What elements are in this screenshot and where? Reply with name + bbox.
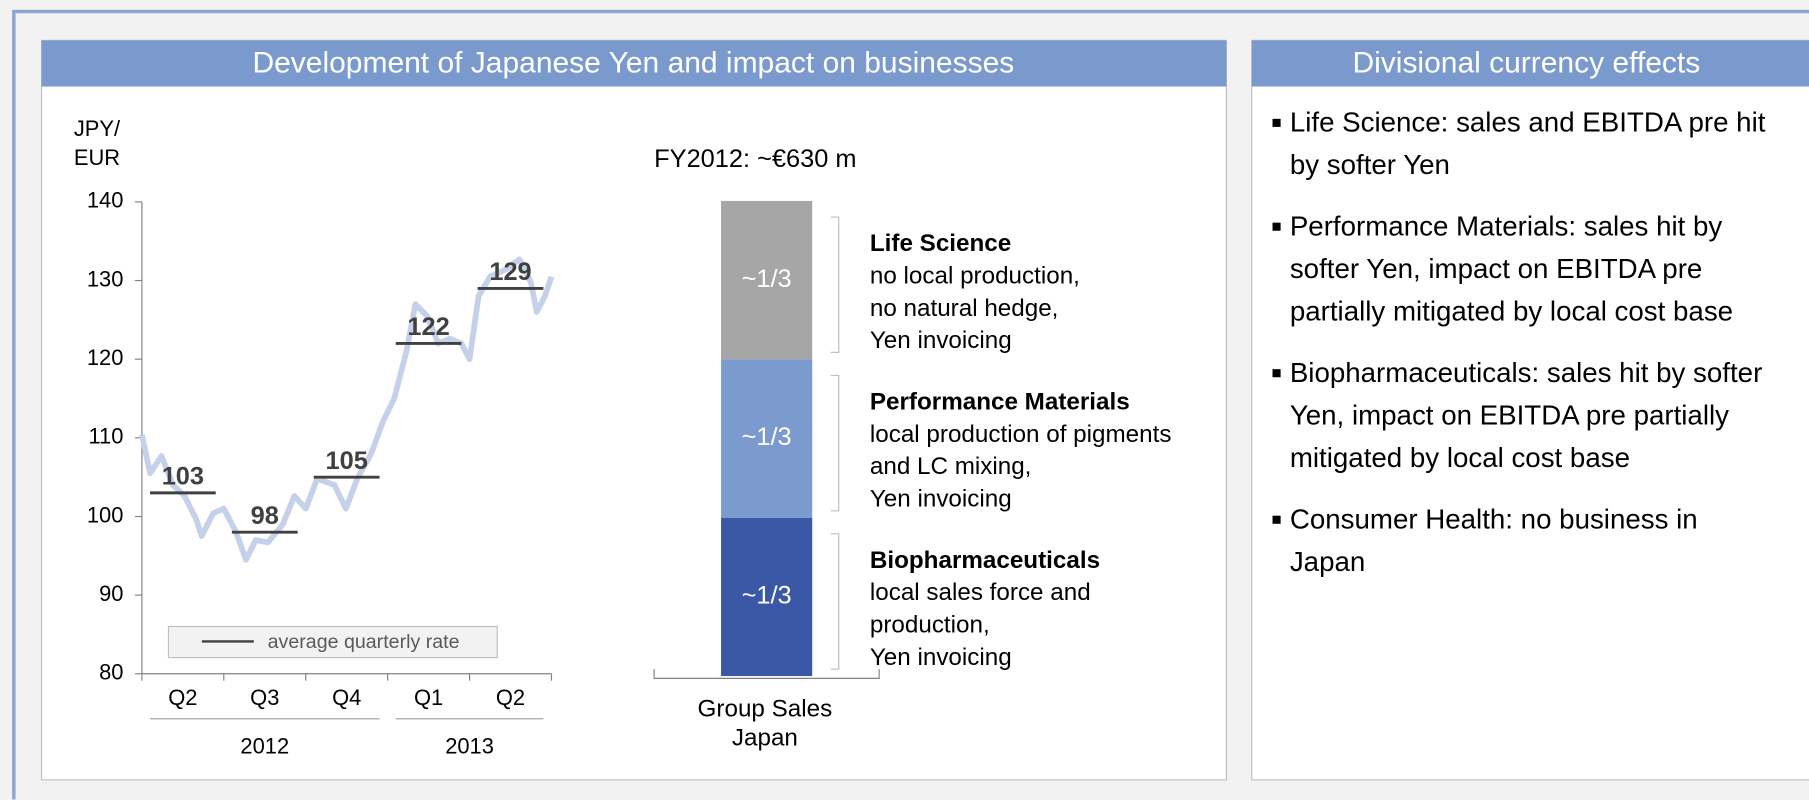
average-label: 129 (489, 258, 531, 286)
segment-description: Yen invoicing (870, 327, 1012, 354)
bar-segment (721, 200, 813, 360)
rate-line (139, 256, 555, 563)
segment-description: and LC mixing, (870, 453, 1032, 480)
segment-name: Life Science (870, 230, 1011, 257)
legend-label: average quarterly rate (268, 631, 460, 653)
left-title: Development of Japanese Yen and impact o… (252, 47, 1014, 80)
average-label: 122 (407, 313, 449, 341)
right-title: Divisional currency effects (1352, 47, 1700, 80)
average-label: 105 (326, 447, 368, 475)
bracket (830, 533, 840, 670)
x-tick-label: Q1 (414, 685, 443, 710)
x-tick-label: Q2 (168, 685, 197, 710)
average-label: 98 (251, 502, 279, 530)
bullet: Life Science: sales and EBITDA pre hit b… (1269, 102, 1777, 187)
x-tick-label: Q2 (496, 685, 525, 710)
segment-name: Biopharmaceuticals (870, 547, 1100, 574)
y-tick-label: 120 (87, 345, 124, 370)
y-tick-label: 130 (87, 266, 124, 291)
bracket (830, 216, 840, 353)
segment-name: Performance Materials (870, 389, 1130, 416)
year-label: 2013 (445, 733, 494, 758)
y-axis-label: JPY/ EUR (73, 117, 121, 171)
x-tick-label: Q4 (332, 685, 361, 710)
y-tick-label: 140 (87, 188, 124, 213)
segment-label: ~1/3 (742, 265, 792, 293)
right-panel (1251, 39, 1809, 781)
bullet: Biopharmaceuticals: sales hit by softer … (1269, 352, 1777, 480)
y-tick-label: 80 (99, 660, 123, 685)
segment-description: production, (870, 612, 990, 639)
bar-title: FY2012: ~€630 m (654, 145, 856, 173)
left-header (41, 40, 1227, 87)
segment-description: Yen invoicing (870, 485, 1012, 512)
bullet: Performance Materials: sales hit by soft… (1269, 205, 1777, 333)
bar-segment (721, 517, 813, 677)
segment-description: local production of pigments (870, 421, 1172, 448)
bar-category: Group Sales Japan (697, 695, 833, 752)
bullet-list: Life Science: sales and EBITDA pre hit b… (1269, 102, 1777, 603)
average-label: 103 (162, 463, 204, 491)
bracket (830, 374, 840, 512)
y-tick-label: 110 (89, 424, 124, 449)
x-tick-label: Q3 (250, 685, 279, 710)
segment-label: ~1/3 (742, 582, 792, 610)
segment-label: ~1/3 (742, 423, 792, 451)
y-tick-label: 100 (87, 502, 124, 527)
year-label: 2012 (240, 733, 289, 758)
segment-description: no natural hedge, (870, 295, 1059, 322)
segment-description: no local production, (870, 262, 1080, 289)
segment-description: local sales force and (870, 579, 1091, 606)
bar-segment (721, 359, 813, 518)
bullet: Consumer Health: no business in Japan (1269, 498, 1777, 583)
bar-baseline (653, 669, 880, 679)
y-tick-label: 90 (99, 581, 123, 606)
right-header (1251, 40, 1809, 87)
segment-description: Yen invoicing (870, 644, 1012, 671)
